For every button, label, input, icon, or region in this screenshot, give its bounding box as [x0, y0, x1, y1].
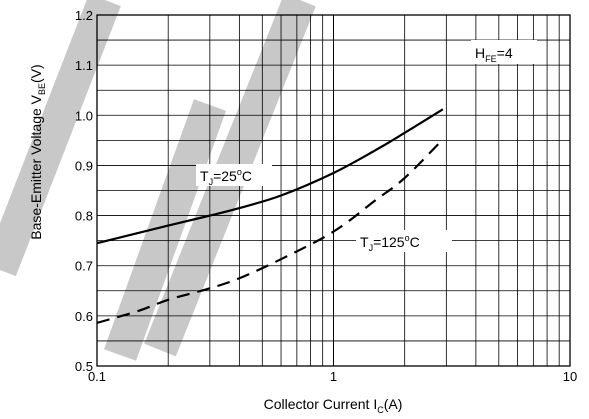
watermark-stripe [104, 99, 226, 361]
series-line-1 [96, 108, 444, 245]
x-tick-label: 1 [330, 369, 337, 384]
y-tick-label: 0.6 [75, 309, 93, 324]
x-tick-label: 0.1 [88, 369, 106, 384]
series-label-bg [356, 230, 452, 252]
annotation-bg [471, 40, 537, 64]
series-label-bg [196, 164, 272, 186]
x-axis-label: Collector Current IC(A) [264, 396, 403, 415]
y-tick-label: 0.5 [75, 359, 93, 374]
annotation-label: HFE=4 [475, 45, 513, 64]
plot-frame [96, 14, 571, 367]
tick-labels: 0.1 1 10 0.5 0.6 0.7 0.8 0.9 1.0 1.1 1.2 [75, 8, 577, 384]
series-label-1: TJ=25oC [200, 167, 252, 187]
y-tick-label: 1.2 [75, 8, 93, 23]
y-tick-label: 1.0 [75, 108, 93, 123]
chart-labels: TJ=25oC TJ=125oC HFE=4 Collector Current IC… [28, 40, 537, 415]
series-label-2: TJ=125oC [360, 233, 420, 253]
grid-lines [96, 14, 571, 367]
y-tick-label: 1.1 [75, 58, 93, 73]
y-tick-label: 0.9 [75, 158, 93, 173]
series-group [96, 108, 444, 324]
x-tick-label: 10 [563, 369, 577, 384]
series-line-2 [96, 138, 444, 324]
y-tick-label: 0.8 [75, 209, 93, 224]
watermark-stripe [0, 0, 121, 277]
y-axis-label: Base-Emitter Voltage VBE(V) [28, 64, 47, 239]
y-tick-label: 0.7 [75, 259, 93, 274]
